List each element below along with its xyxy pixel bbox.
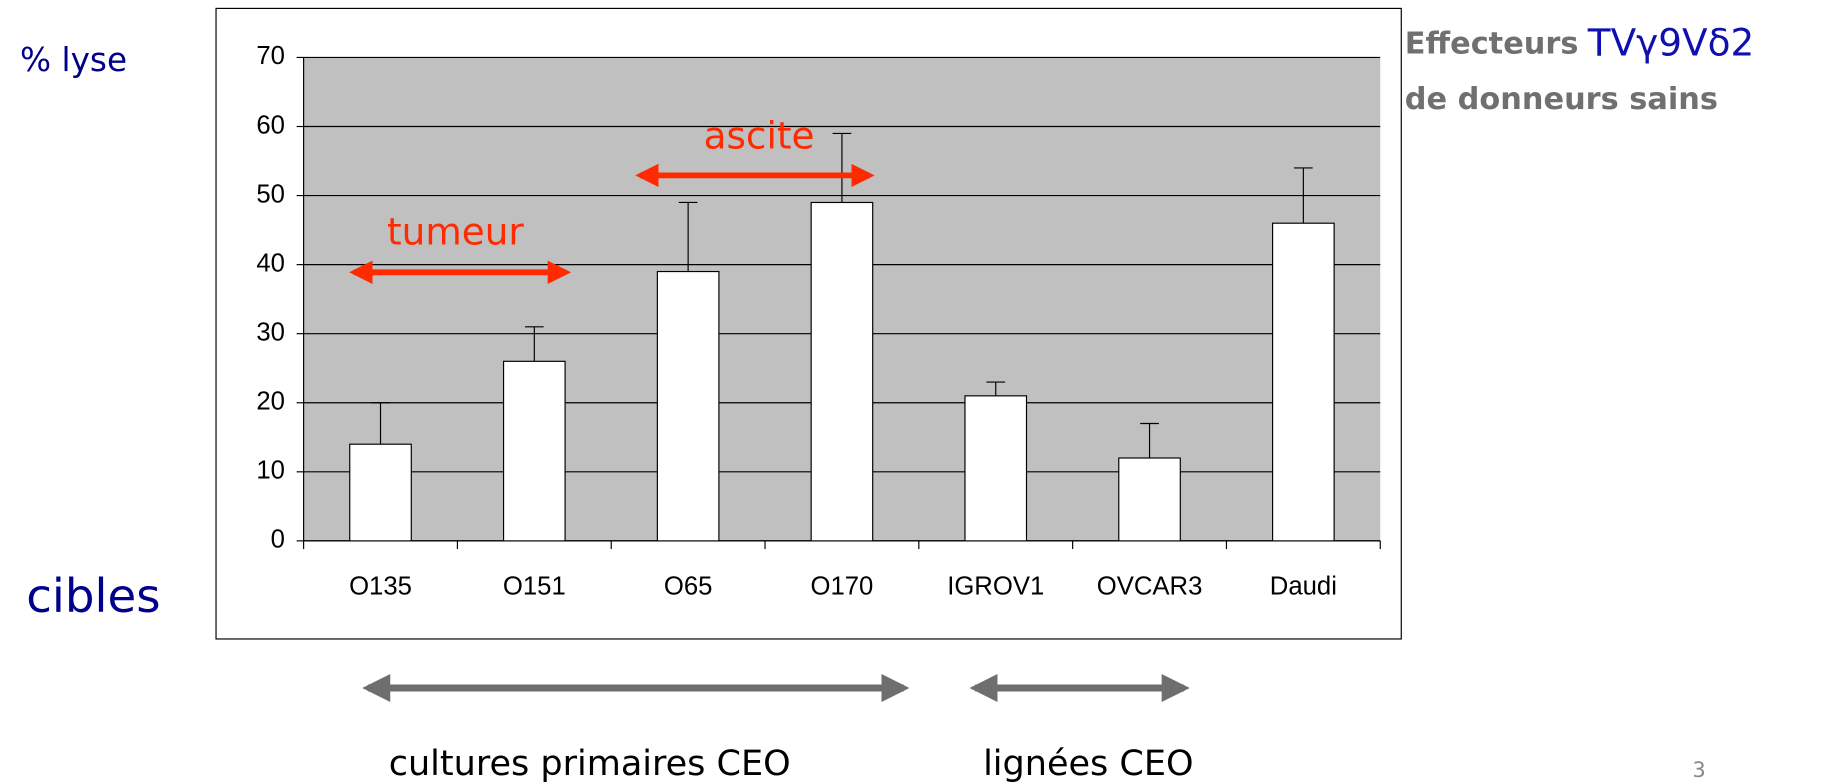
bar bbox=[502, 360, 566, 542]
title-rest: TVγ9Vδ2 bbox=[1587, 20, 1754, 64]
group-label: lignées CEO bbox=[983, 743, 1193, 784]
x-tick-label: O170 bbox=[811, 572, 874, 600]
title: Effecteurs TVγ9Vδ2 bbox=[1405, 20, 1754, 64]
y-tick-label: 30 bbox=[256, 318, 285, 346]
group-label: cultures primaires CEO bbox=[389, 743, 791, 784]
x-tick-label: OVCAR3 bbox=[1097, 572, 1203, 600]
title-bold: Effecteurs bbox=[1405, 26, 1579, 61]
page-number: 3 bbox=[1692, 757, 1705, 782]
annotation: ascite bbox=[704, 114, 815, 158]
bar bbox=[1118, 457, 1181, 542]
y-tick-label: 0 bbox=[271, 526, 285, 554]
x-axis-label: cibles bbox=[26, 570, 160, 624]
y-tick-label: 20 bbox=[256, 388, 285, 416]
subtitle: de donneurs sains bbox=[1405, 82, 1718, 117]
y-tick-label: 60 bbox=[256, 111, 285, 139]
y-tick-label: 50 bbox=[256, 180, 285, 208]
x-tick-label: IGROV1 bbox=[947, 572, 1044, 600]
plot: 0 10 20 30 40 50 60 70 O135 O151 O65 O170 IGROV1 OVCA… bbox=[256, 42, 1381, 600]
x-tick-label: Daudi bbox=[1270, 572, 1337, 600]
annotation: tumeur bbox=[387, 209, 524, 253]
bar bbox=[1272, 222, 1335, 542]
bar bbox=[656, 270, 720, 542]
x-tick-label: O135 bbox=[349, 572, 412, 600]
bar bbox=[964, 395, 1028, 542]
bar bbox=[810, 201, 874, 542]
y-tick-label: 10 bbox=[256, 457, 285, 485]
x-tick-label: O65 bbox=[664, 572, 713, 600]
y-tick-label: 40 bbox=[256, 249, 285, 277]
bar bbox=[349, 443, 412, 542]
y-axis-label: % lyse bbox=[20, 41, 127, 79]
x-tick-label: O151 bbox=[503, 572, 566, 600]
y-tick-label: 70 bbox=[256, 42, 285, 70]
